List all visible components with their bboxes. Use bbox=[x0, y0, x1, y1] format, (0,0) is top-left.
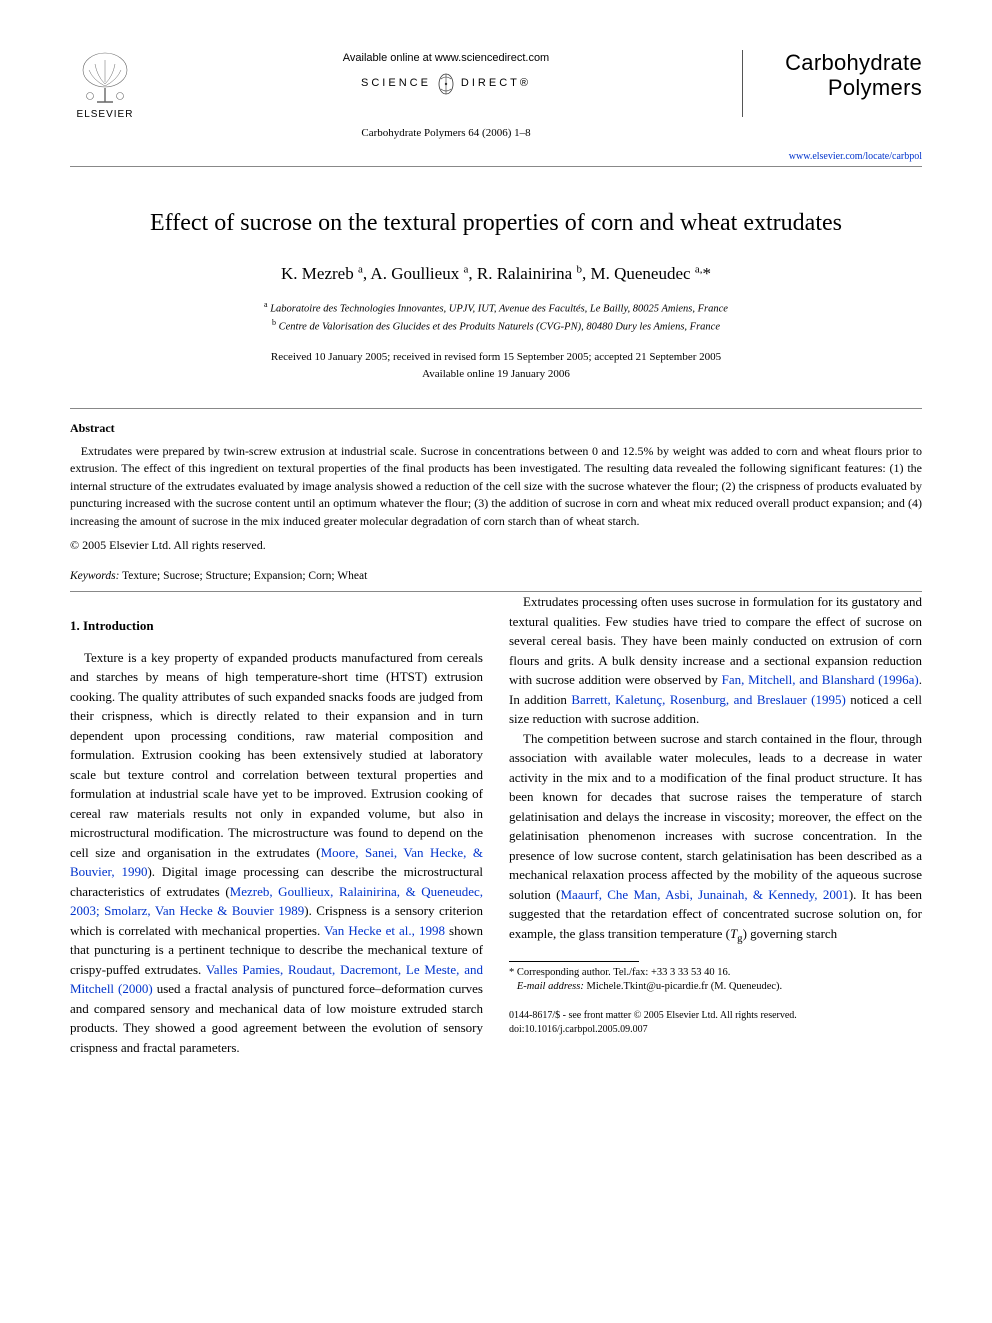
available-online-text: Available online at www.sciencedirect.co… bbox=[150, 50, 742, 67]
publisher-name: ELSEVIER bbox=[77, 107, 134, 122]
intro-p2: Extrudates processing often uses sucrose… bbox=[509, 592, 922, 729]
abstract-top-rule bbox=[70, 408, 922, 409]
affiliation-a: Laboratoire des Technologies Innovantes,… bbox=[270, 303, 728, 314]
science-direct-logo: SCIENCE DIRECT® bbox=[150, 73, 742, 95]
footnote-rule bbox=[509, 961, 639, 962]
journal-url[interactable]: www.elsevier.com/locate/carbpol bbox=[70, 149, 922, 164]
ref-barrett-1995[interactable]: Barrett, Kaletunç, Rosenburg, and Bresla… bbox=[571, 692, 845, 707]
article-title: Effect of sucrose on the textural proper… bbox=[70, 205, 922, 241]
issn-line: 0144-8617/$ - see front matter © 2005 El… bbox=[509, 1009, 922, 1023]
abstract-body-text: Extrudates were prepared by twin-screw e… bbox=[70, 444, 922, 528]
body-two-column: 1. Introduction Texture is a key propert… bbox=[70, 592, 922, 1057]
journal-name-line1: Carbohydrate bbox=[785, 50, 922, 75]
keywords-line: Keywords: Texture; Sucrose; Structure; E… bbox=[70, 568, 922, 585]
keywords-label: Keywords: bbox=[70, 570, 119, 582]
email-label: E-mail address: bbox=[517, 981, 584, 992]
science-direct-left: SCIENCE bbox=[361, 75, 431, 92]
doi-line: doi:10.1016/j.carbpol.2005.09.007 bbox=[509, 1023, 922, 1037]
science-direct-icon bbox=[437, 73, 455, 95]
header-rule bbox=[70, 166, 922, 167]
article-dates: Received 10 January 2005; received in re… bbox=[70, 349, 922, 382]
section-1-heading: 1. Introduction bbox=[70, 616, 483, 636]
journal-name-line2: Polymers bbox=[828, 75, 922, 100]
ref-fan-1996a[interactable]: Fan, Mitchell, and Blanshard (1996a) bbox=[722, 672, 919, 687]
ref-vanhecke-1998[interactable]: Van Hecke et al., 1998 bbox=[324, 923, 445, 938]
dates-online: Available online 19 January 2006 bbox=[422, 368, 570, 380]
header-center: Available online at www.sciencedirect.co… bbox=[150, 50, 742, 141]
footer-meta: 0144-8617/$ - see front matter © 2005 El… bbox=[509, 1009, 922, 1037]
authors: K. Mezreb a, A. Goullieux a, R. Ralainir… bbox=[70, 261, 922, 287]
keywords-text: Texture; Sucrose; Structure; Expansion; … bbox=[122, 570, 367, 582]
publisher-logo: ELSEVIER bbox=[70, 50, 150, 130]
email-address[interactable]: Michele.Tkint@u-picardie.fr (M. Queneude… bbox=[586, 981, 782, 992]
page-header: ELSEVIER Available online at www.science… bbox=[70, 50, 922, 141]
intro-p1: Texture is a key property of expanded pr… bbox=[70, 648, 483, 1058]
ref-maaurf-2001[interactable]: Maaurf, Che Man, Asbi, Junainah, & Kenne… bbox=[560, 887, 848, 902]
journal-title-block: Carbohydrate Polymers bbox=[742, 50, 922, 117]
corresponding-author: * Corresponding author. Tel./fax: +33 3 … bbox=[509, 966, 922, 981]
email-line: E-mail address: Michele.Tkint@u-picardie… bbox=[509, 980, 922, 995]
journal-reference: Carbohydrate Polymers 64 (2006) 1–8 bbox=[150, 125, 742, 142]
abstract-heading: Abstract bbox=[70, 419, 922, 437]
science-direct-right: DIRECT® bbox=[461, 75, 531, 92]
abstract-copyright: © 2005 Elsevier Ltd. All rights reserved… bbox=[70, 536, 922, 554]
abstract-body: Extrudates were prepared by twin-screw e… bbox=[70, 443, 922, 530]
footnote-block: * Corresponding author. Tel./fax: +33 3 … bbox=[509, 961, 922, 1037]
affiliations: a Laboratoire des Technologies Innovante… bbox=[70, 299, 922, 336]
elsevier-tree-icon bbox=[75, 50, 135, 105]
intro-p3: The competition between sucrose and star… bbox=[509, 729, 922, 947]
dates-received: Received 10 January 2005; received in re… bbox=[271, 351, 721, 363]
affiliation-b: Centre de Valorisation des Glucides et d… bbox=[279, 321, 720, 332]
